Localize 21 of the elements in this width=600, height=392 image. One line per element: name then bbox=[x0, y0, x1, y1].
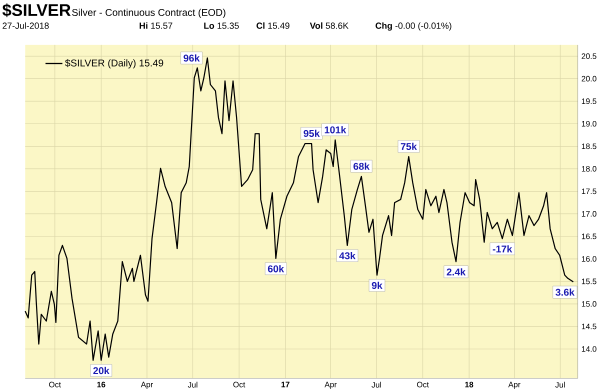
text: Vol 58.6K bbox=[310, 22, 349, 29]
text: Chg -0.00 (-0.01%) bbox=[376, 22, 452, 31]
text: Lo 15.35 bbox=[204, 22, 239, 29]
legend-label: $SILVER (Daily) 15.49 bbox=[65, 58, 164, 68]
text: Hi 15.57 bbox=[140, 22, 172, 29]
annotation: 96k bbox=[184, 54, 200, 62]
annotation: 68k bbox=[354, 162, 370, 170]
text: Cl 15.49 bbox=[256, 22, 290, 29]
annotation: 43k bbox=[339, 252, 356, 260]
annotation: 2.4k bbox=[446, 268, 466, 276]
annotation: 101k bbox=[324, 126, 346, 134]
chart-subtitle: Silver - Continuous Contract (EOD) bbox=[72, 8, 226, 18]
annotation: -17k bbox=[492, 245, 512, 252]
text: 27-Jul-2018 bbox=[2, 22, 49, 29]
annotation: 60k bbox=[268, 265, 284, 272]
annotation: 20k bbox=[93, 366, 110, 374]
annotation: 95k bbox=[304, 130, 320, 137]
annotation: 9k bbox=[372, 282, 382, 289]
chart-title: $SILVER bbox=[2, 3, 71, 18]
annotation: 3.6k bbox=[556, 288, 575, 296]
annotation: 75k bbox=[400, 142, 417, 150]
